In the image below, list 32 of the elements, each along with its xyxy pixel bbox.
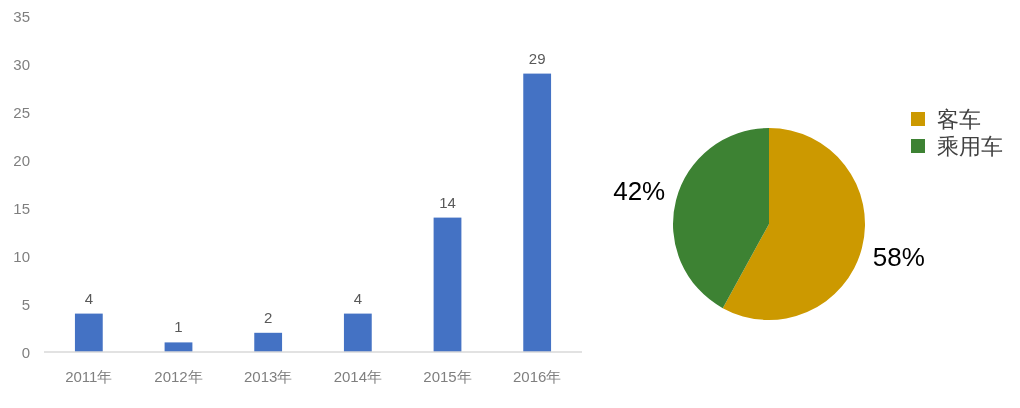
bar [164, 342, 193, 352]
x-tick-label: 2015年 [423, 367, 472, 385]
pie-slice [673, 128, 769, 309]
data-label: 4 [353, 289, 363, 307]
bar [254, 332, 283, 352]
y-tick-label: 35 [13, 7, 30, 25]
y-tick-label: 5 [21, 295, 30, 313]
pie-slice [722, 128, 865, 320]
data-label: 58% [872, 242, 925, 273]
data-label: 29 [528, 49, 546, 67]
data-label: 4 [84, 289, 94, 307]
legend-label: 客车 [937, 106, 981, 132]
y-tick-label: 15 [13, 199, 30, 217]
bar [343, 313, 372, 352]
bar [523, 73, 552, 352]
data-label: 14 [439, 193, 456, 211]
bar [74, 313, 103, 352]
x-tick-label: 2014年 [333, 367, 383, 385]
y-tick-label: 20 [13, 151, 30, 169]
x-tick-label: 2016年 [512, 367, 562, 385]
legend-label: 乘用车 [937, 133, 1003, 159]
data-label: 2 [263, 308, 273, 326]
data-label: 1 [174, 318, 183, 336]
x-tick-label: 2011年 [65, 367, 113, 385]
x-tick-label: 2013年 [243, 367, 293, 385]
data-label: 42% [613, 175, 666, 206]
bar [433, 217, 462, 352]
y-tick-label: 10 [13, 247, 30, 265]
y-tick-label: 30 [13, 55, 30, 73]
y-tick-label: 0 [21, 343, 30, 361]
y-tick-label: 25 [13, 103, 30, 121]
x-tick-label: 2012年 [154, 367, 203, 385]
